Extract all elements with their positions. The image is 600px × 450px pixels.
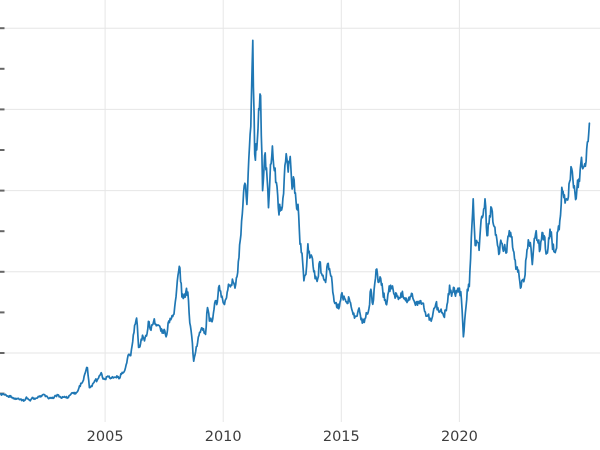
price-line-series <box>0 39 591 402</box>
x-tick-label: 2010 <box>205 429 242 445</box>
gridlines <box>0 0 600 422</box>
x-axis-tick-labels: 2005 2010 2015 2020 <box>87 429 478 445</box>
y-axis-edge-marks <box>0 27 5 395</box>
price-line <box>0 39 591 402</box>
x-tick-label: 2005 <box>87 429 124 445</box>
x-tick-label: 2015 <box>323 429 360 445</box>
x-tick-label: 2020 <box>441 429 478 445</box>
